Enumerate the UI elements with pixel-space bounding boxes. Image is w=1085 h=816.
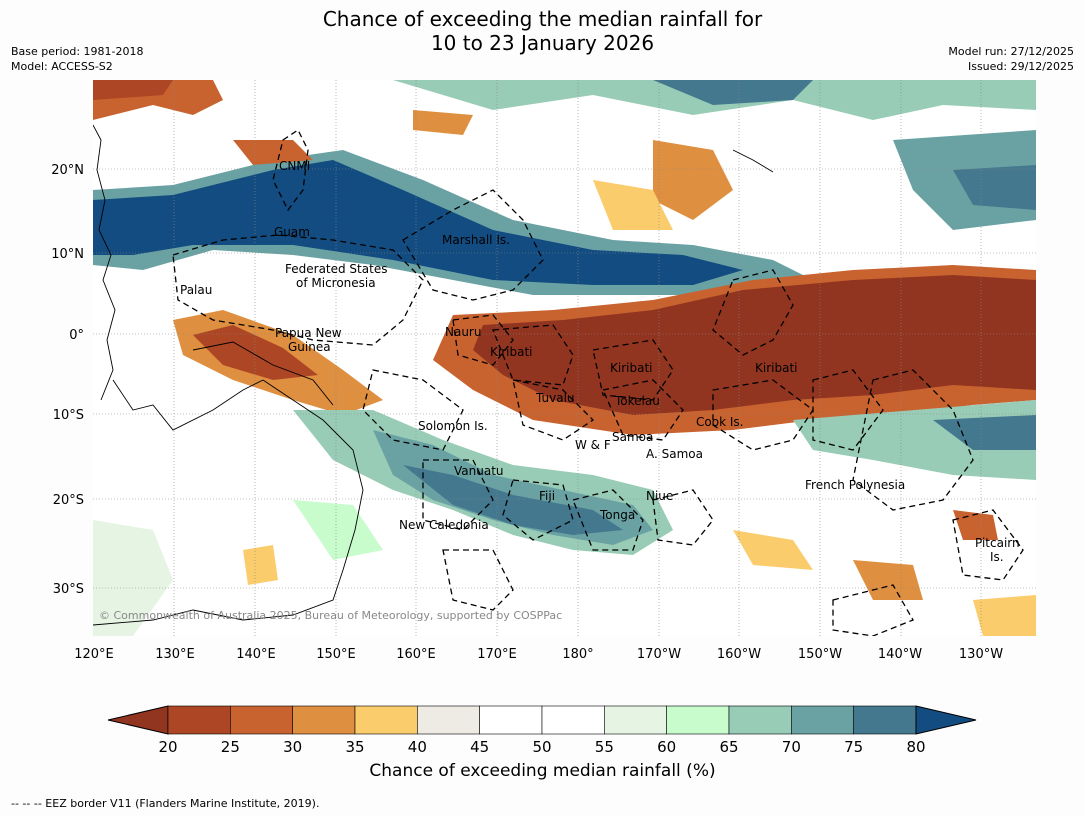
region-label: French Polynesia — [805, 478, 905, 492]
region-label: Samoa — [612, 430, 653, 444]
region-label: Kiribati — [490, 345, 532, 359]
lat-tick: 10°N — [51, 247, 84, 262]
region-label: Papua New — [275, 326, 342, 340]
region-label: Kiribati — [755, 361, 797, 375]
lon-tick: 160°E — [396, 647, 436, 662]
title-line-1: Chance of exceeding the median rainfall … — [322, 7, 763, 31]
colorbar-cell — [853, 705, 917, 735]
region-label: Pitcairn — [975, 536, 1020, 550]
region-label: Niue — [646, 489, 673, 503]
region-label: CNMI — [279, 159, 310, 173]
colorbar-tick-label: 30 — [283, 738, 302, 756]
eez-footnote: -- -- -- EEZ border V11 (Flanders Marine… — [11, 797, 320, 810]
lon-tick: 130°E — [155, 647, 195, 662]
meta-left: Base period: 1981-2018 Model: ACCESS-S2 — [11, 44, 143, 74]
colorbar: 20 25 30 35 40 45 50 55 60 65 70 75 80 — [107, 705, 977, 756]
region-label: of Micronesia — [296, 276, 376, 290]
lat-tick: 0° — [69, 328, 84, 343]
lat-tick: 30°S — [53, 582, 84, 597]
lon-ticks: 120°E 130°E 140°E 150°E 160°E 170°E 180°… — [74, 647, 1003, 662]
colorbar-tick-label: 50 — [532, 738, 551, 756]
base-period: Base period: 1981-2018 — [11, 45, 144, 58]
region-label: W & F — [575, 438, 611, 452]
model-name: Model: ACCESS-S2 — [11, 60, 113, 73]
colorbar-cell — [541, 705, 605, 735]
region-label: Cook Is. — [696, 415, 743, 429]
colorbar-cell — [354, 705, 418, 735]
region-label: New Caledonia — [399, 518, 489, 532]
coastlines — [93, 124, 774, 626]
region-label: Kiribati — [610, 361, 652, 375]
colorbar-cell — [230, 705, 293, 735]
colorbar-tick-label: 25 — [221, 738, 240, 756]
lon-tick: 130°W — [959, 647, 1003, 662]
region-label: A. Samoa — [646, 447, 703, 461]
lon-tick: 150°E — [316, 647, 356, 662]
colorbar-tick-label: 75 — [844, 738, 863, 756]
region-labels: CNMI Guam Marshall Is. Federated States … — [180, 159, 1020, 564]
region-label: Tonga — [599, 508, 635, 522]
colorbar-extend-low — [107, 705, 169, 735]
lon-tick: 160°W — [717, 647, 761, 662]
colorbar-cell — [791, 705, 854, 735]
region-label: Guinea — [288, 340, 331, 354]
colorbar-title: Chance of exceeding median rainfall (%) — [369, 761, 716, 781]
region-label: Guam — [274, 225, 310, 239]
colorbar-cell — [604, 705, 667, 735]
region-label: Federated States — [285, 262, 387, 276]
lat-tick: 20°N — [51, 163, 84, 178]
lon-tick: 140°W — [878, 647, 922, 662]
colorbar-tick-label: 65 — [719, 738, 738, 756]
region-label: Marshall Is. — [442, 233, 510, 247]
colorbar-cell — [292, 705, 356, 735]
colorbar-cell — [728, 705, 792, 735]
colorbar-cell — [479, 705, 543, 735]
meta-right: Model run: 27/12/2025 Issued: 29/12/2025 — [948, 44, 1074, 74]
region-label: Is. — [990, 550, 1004, 564]
colorbar-tick-label: 60 — [657, 738, 676, 756]
rainfall-fields — [93, 80, 1036, 636]
lat-tick: 20°S — [53, 493, 84, 508]
region-label: Vanuatu — [454, 464, 504, 478]
region-label: Tokelau — [614, 394, 660, 408]
colorbar-tick-label: 35 — [345, 738, 364, 756]
region-label: Nauru — [445, 325, 481, 339]
region-label: Solomon Is. — [418, 419, 488, 433]
colorbar-cell — [417, 705, 480, 735]
colorbar-cell — [666, 705, 730, 735]
region-label: Palau — [180, 283, 212, 297]
lon-tick: 140°E — [236, 647, 276, 662]
eez-borders — [172, 129, 1024, 636]
colorbar-tick-label: 40 — [408, 738, 427, 756]
colorbar-cell — [167, 705, 231, 735]
model-run: Model run: 27/12/2025 — [948, 45, 1074, 58]
colorbar-tick-label: 55 — [595, 738, 614, 756]
lon-tick: 170°W — [637, 647, 681, 662]
graticule — [93, 80, 1036, 636]
issued-date: Issued: 29/12/2025 — [967, 60, 1074, 73]
lat-tick: 10°S — [53, 408, 84, 423]
colorbar-tick-label: 70 — [782, 738, 801, 756]
lon-tick: 120°E — [74, 647, 114, 662]
lon-tick: 180° — [562, 647, 593, 662]
lon-tick: 150°W — [798, 647, 842, 662]
colorbar-tick-label: 45 — [470, 738, 489, 756]
lat-ticks: 20°N 10°N 0° 10°S 20°S 30°S — [51, 163, 84, 597]
title-line-2: 10 to 23 January 2026 — [430, 31, 655, 55]
colorbar-tick-label: 20 — [158, 738, 177, 756]
colorbar-tick-label: 80 — [906, 738, 925, 756]
rainfall-map: CNMI Guam Marshall Is. Federated States … — [93, 80, 1036, 636]
lon-tick: 170°E — [477, 647, 517, 662]
copyright-notice: © Commonwealth of Australia 2025, Bureau… — [99, 609, 563, 622]
region-label: Fiji — [539, 489, 555, 503]
region-label: Tuvalu — [535, 391, 575, 405]
colorbar-extend-high — [915, 705, 977, 735]
